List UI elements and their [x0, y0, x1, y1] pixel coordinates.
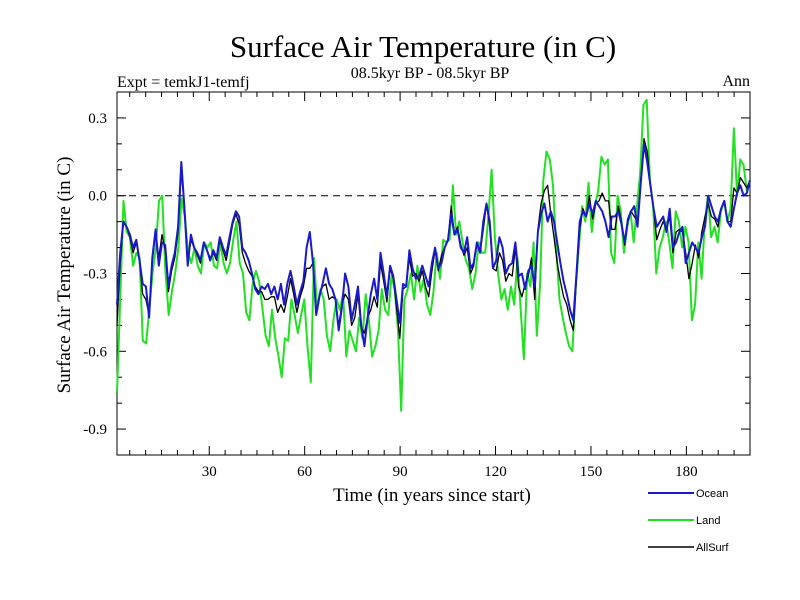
x-tick-label: 120 — [484, 464, 507, 480]
y-tick-label: 0.0 — [88, 189, 107, 205]
x-tick-label: 90 — [393, 464, 408, 480]
y-axis-title: Surface Air Temperature (in C) — [54, 157, 75, 394]
x-tick-label: 30 — [202, 464, 217, 480]
x-tick-label: 60 — [297, 464, 312, 480]
x-axis-title: Time (in years since start) — [333, 485, 531, 506]
y-tick-label: -0.6 — [83, 344, 107, 360]
x-tick-label: 180 — [675, 464, 698, 480]
plot-frame — [116, 91, 751, 456]
chart-subtitle: 08.5kyr BP - 08.5kyr BP — [351, 65, 510, 82]
legend-label-ocean: Ocean — [696, 488, 728, 500]
x-tick-label: 150 — [580, 464, 603, 480]
legend: Ocean Land AllSurf — [648, 488, 729, 554]
chart-title: Surface Air Temperature (in C) — [230, 29, 616, 64]
series-line-ocean — [116, 142, 751, 348]
season-label: Ann — [722, 73, 750, 90]
legend-label-land: Land — [696, 515, 720, 527]
experiment-label: Expt = temkJ1-temfj — [117, 74, 250, 91]
y-tick-label: -0.9 — [83, 422, 107, 438]
y-tick-label: 0.3 — [88, 111, 107, 127]
legend-label-allsurf: AllSurf — [696, 542, 729, 554]
series-line-land — [116, 98, 751, 412]
plot-area: 30 60 90 120 150 180 0.3 0.0 -0.3 -0.6 -0.9 — [83, 91, 751, 480]
y-tick-label: -0.3 — [83, 267, 107, 283]
